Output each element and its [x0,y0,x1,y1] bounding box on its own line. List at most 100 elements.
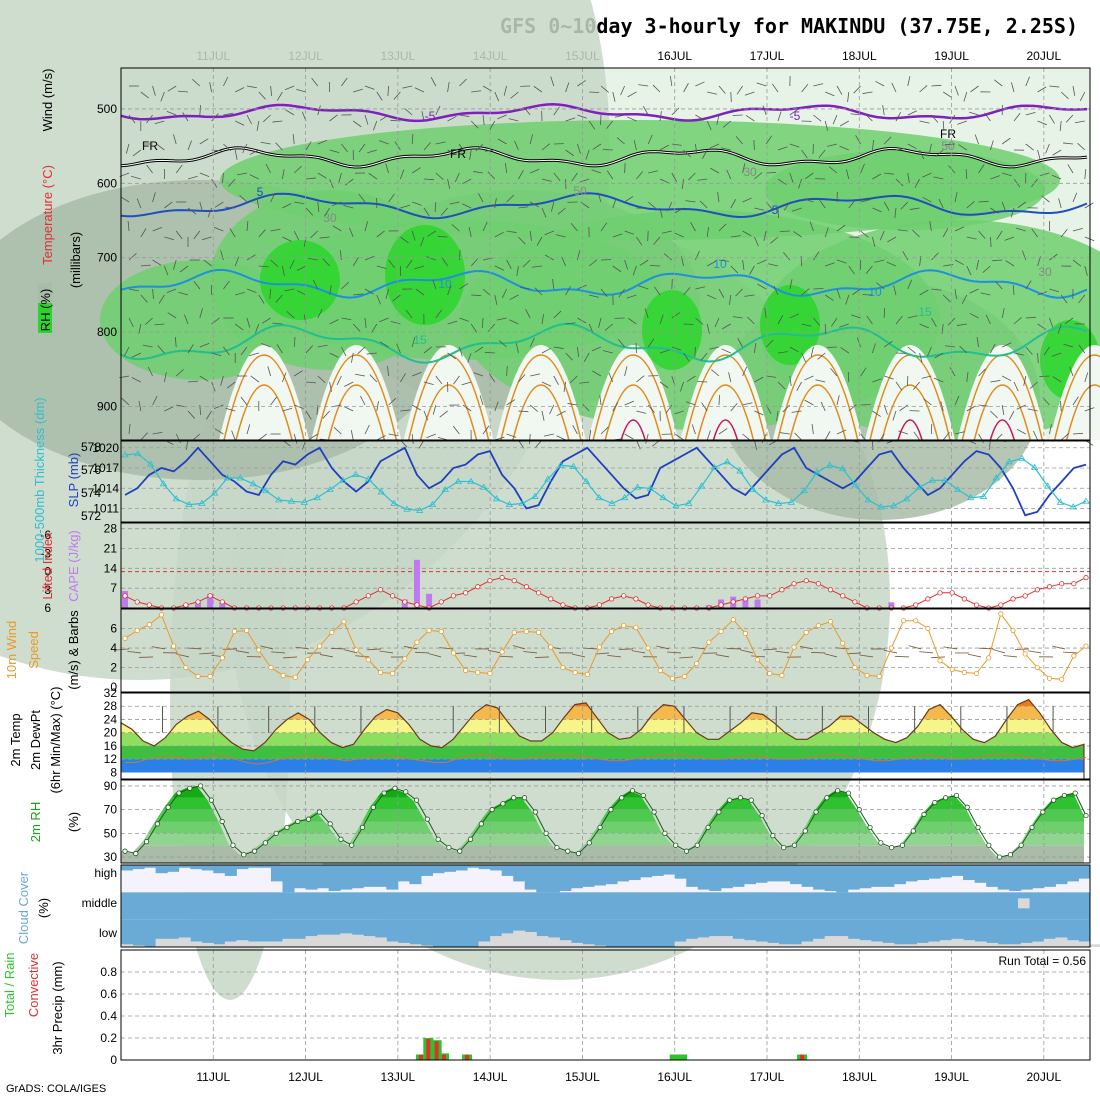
rh2m-point [543,830,549,836]
wind-barb [518,236,526,245]
wind-barb [235,120,245,126]
wind-barb [608,372,614,383]
wind-barb [373,120,378,131]
wind-barb [927,346,932,357]
wind-barb [379,114,389,121]
cloud-high-bar [1020,865,1033,890]
wind-barb [883,136,892,145]
wind-barb [187,140,192,151]
wind-barb [1064,317,1074,325]
lifted-index-point [438,599,444,605]
wind-barb [990,207,1000,214]
wind10-barb [715,654,730,658]
contour-label: 50 [573,184,587,198]
wind-barb [647,338,655,348]
wind-barb [612,402,619,412]
wind-barb [970,85,979,93]
wind-barb [1069,366,1074,377]
rh2m-point [781,844,787,851]
cape-frame [120,522,1091,609]
wind-barb [1010,207,1015,218]
cloud-high-bar [974,865,987,883]
lifted-index-point [767,593,773,599]
wind-barb [959,345,968,354]
wind-barb [588,430,592,441]
lifted-index-point [973,602,980,608]
wind-barb [1025,112,1036,116]
wind-barb [742,433,751,441]
wind-barb [624,196,634,203]
wind-barb [543,433,554,437]
wind-barb [884,375,894,380]
wind-barb [525,308,531,319]
wind-barb [804,399,814,406]
wind-barb [671,312,681,319]
wind-barb [907,279,913,290]
wind-barb [659,111,662,122]
wind-barb [426,256,436,261]
wind-barb [1059,120,1062,131]
rh2m-point [251,848,258,854]
rh2m-point [856,807,862,813]
wind-barb [747,316,755,325]
wind10-speed-point [815,622,821,629]
wind-barb [234,323,244,331]
wind10-barb [679,656,694,659]
wind-barb [1045,143,1050,154]
wind-barb [765,339,774,348]
wind-barb [876,282,885,290]
cloud-low-bar [767,942,780,947]
wind-barb [789,346,799,353]
wind-barb [919,120,930,124]
wind-barb [969,288,979,294]
rh2m-point [424,816,430,822]
wind-barb [479,395,484,406]
wind-barb [735,136,743,145]
wind-barb [1037,323,1047,330]
pressure-tick: 800 [97,325,117,339]
wind-barb [996,230,1003,240]
wind-barb [317,375,326,383]
wind-barb [556,410,566,417]
wind-barb [175,164,183,174]
wind-barb [447,320,458,325]
wind-barb [757,283,767,290]
wind10-speed-point [742,630,748,637]
wind-barb [813,114,822,122]
wind-barb [647,134,653,145]
wind-barb [779,230,790,232]
cloud-low-bar [121,944,134,947]
rh2m-point [467,836,474,842]
wind-barb [144,317,153,325]
cape-label: CAPE (J/kg) [66,530,81,602]
rh2m-point [683,848,690,854]
cloud-high-bar [547,865,560,893]
wind-barb [211,113,219,122]
wind-barb [242,143,248,154]
wind-barb [589,91,600,93]
lifted-index-point [475,584,481,590]
cloud-low-bar [951,938,964,947]
wind10-barb [968,653,982,658]
wind-barb [366,352,377,355]
wind-barb [976,259,979,270]
cloud-low-bar [986,942,999,947]
wind-barb [1025,346,1033,355]
wind-barb [659,349,670,354]
wind-barb [721,323,731,330]
date-tick: 12JUL [288,1070,323,1084]
wind-barb [270,192,276,203]
wind10-speed-point [1059,676,1065,682]
wind-barb [886,261,897,267]
wind-barb [270,259,279,267]
cloud-label-b: (%) [36,898,51,918]
wind-barb [441,257,448,267]
wind-barb [645,433,649,444]
wind-barb [659,144,669,151]
thickness-point [749,485,757,492]
wind-barb [624,259,629,270]
wind-barb [766,172,777,174]
wind-barb [830,368,838,377]
wind-barb [683,119,694,122]
isotherm-warm [327,384,386,441]
